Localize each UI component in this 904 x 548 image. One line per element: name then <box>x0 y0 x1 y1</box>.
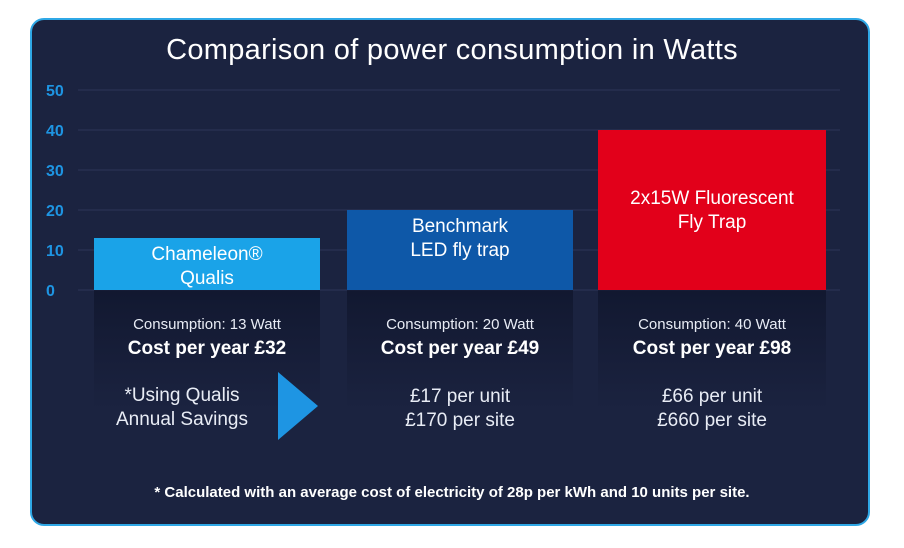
column-info-benchmark: Consumption: 20 Watt Cost per year £49 £… <box>347 290 573 431</box>
y-tick-label: 20 <box>46 203 64 220</box>
bar-label: Chameleon® <box>151 244 262 265</box>
y-tick-label: 40 <box>46 123 64 140</box>
unit-savings-fluorescent: £66 per unit <box>661 386 763 407</box>
unit-savings-benchmark: £17 per unit <box>409 386 511 407</box>
site-savings-fluorescent: £660 per site <box>657 410 767 431</box>
y-tick-label: 0 <box>46 283 55 300</box>
cost-fluorescent: Cost per year £98 <box>632 338 792 359</box>
savings-note: *Using Qualis Annual Savings <box>92 384 272 432</box>
savings-note-line1: *Using Qualis <box>124 385 240 406</box>
site-savings-benchmark: £170 per site <box>405 410 515 431</box>
bar-label: Fly Trap <box>678 212 747 233</box>
bar-label: Benchmark <box>412 216 509 237</box>
arrow-right-icon <box>278 372 318 440</box>
cost-benchmark: Cost per year £49 <box>380 338 540 359</box>
y-tick-label: 50 <box>46 83 64 100</box>
bar-chart: 0 10 20 30 40 50 Chameleon® Qualis Benchmark LED … <box>46 83 840 300</box>
bar <box>598 130 826 290</box>
bar-label: Qualis <box>180 268 234 289</box>
bar-label: LED fly trap <box>410 240 509 261</box>
chart-card: Comparison of power consumption in Watts… <box>30 18 870 526</box>
bar <box>347 210 573 290</box>
y-tick-label: 10 <box>46 243 64 260</box>
y-tick-label: 30 <box>46 163 64 180</box>
consumption-benchmark: Consumption: 20 Watt <box>386 316 534 333</box>
footnote: * Calculated with an average cost of ele… <box>154 484 750 501</box>
cost-qualis: Cost per year £32 <box>127 338 287 359</box>
chart-title: Comparison of power consumption in Watts <box>166 34 738 66</box>
consumption-fluorescent: Consumption: 40 Watt <box>638 316 786 333</box>
bar <box>94 238 320 290</box>
bar-label: 2x15W Fluorescent <box>630 188 794 209</box>
consumption-qualis: Consumption: 13 Watt <box>133 316 281 333</box>
column-info-fluorescent: Consumption: 40 Watt Cost per year £98 £… <box>598 290 826 431</box>
savings-note-line2: Annual Savings <box>115 409 249 430</box>
